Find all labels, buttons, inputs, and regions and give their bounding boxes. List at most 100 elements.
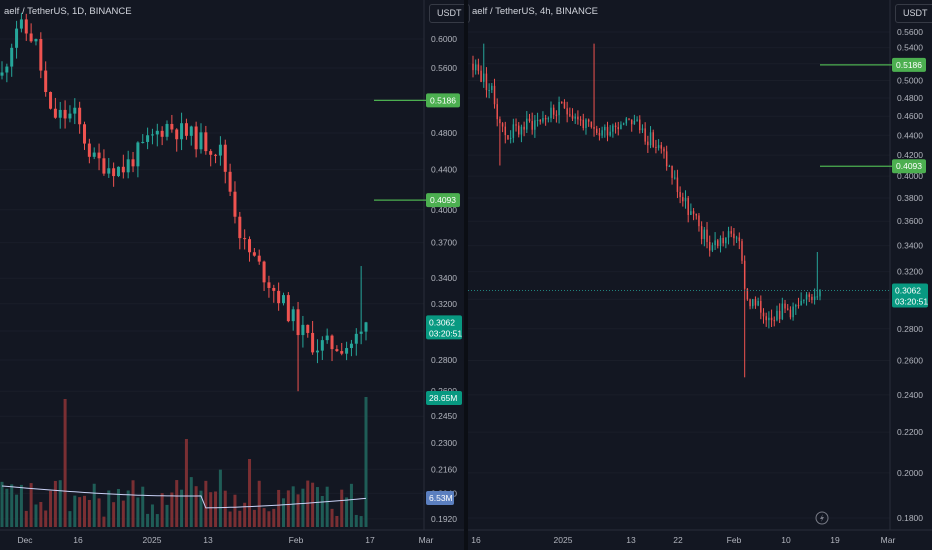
candle (15, 28, 19, 48)
candle (483, 73, 485, 82)
currency-button[interactable]: USDT (429, 4, 470, 23)
candle (536, 119, 539, 121)
volume-bar (87, 499, 91, 527)
price-tick-label: 0.2800 (431, 355, 457, 365)
candle (146, 135, 150, 142)
candle (68, 113, 72, 119)
candle (121, 166, 125, 173)
candle (819, 290, 821, 297)
price-tick-label: 0.2450 (431, 411, 457, 421)
volume-bar (267, 511, 271, 527)
candle (520, 126, 523, 135)
candle (218, 144, 222, 156)
volume-bar (349, 483, 353, 527)
volume-bar (155, 514, 159, 527)
candle (19, 19, 23, 29)
volume-bar (223, 490, 227, 527)
candle (652, 132, 654, 147)
candle (34, 39, 38, 42)
price-tick-label: 0.1800 (897, 513, 923, 523)
volume-bar (83, 495, 87, 527)
candle (792, 306, 794, 318)
candle (10, 47, 14, 67)
candle (762, 312, 765, 317)
candle (722, 237, 724, 244)
candle (320, 340, 324, 351)
candle (684, 197, 687, 202)
volume-bar (296, 494, 300, 527)
candle (730, 231, 732, 234)
volume-bar (238, 510, 242, 527)
volume-bar (199, 490, 203, 527)
candle (364, 322, 368, 332)
volume-bar (44, 510, 48, 527)
candle (291, 309, 295, 322)
candle (547, 118, 550, 120)
candle (233, 191, 237, 217)
candle (509, 137, 512, 140)
volume-bar (189, 477, 193, 527)
price-badge-value: 0.3062 (429, 317, 455, 327)
volume-bar (291, 486, 295, 527)
volume-ma-badge-value: 6.53M (429, 493, 453, 503)
chart-panel-4h[interactable]: 0.56000.54000.52000.50000.48000.46000.44… (468, 0, 932, 550)
candle (752, 299, 754, 307)
volume-bar (262, 508, 266, 527)
candle (606, 126, 609, 136)
candle (189, 126, 193, 136)
volume-bar (131, 480, 135, 527)
volume-bar (34, 504, 38, 527)
volume-bar (170, 492, 174, 527)
currency-button[interactable]: USDT (895, 4, 932, 23)
lightning-glyph (820, 514, 824, 522)
chart-panel-daily[interactable]: 0.60000.56000.52000.48000.44000.40000.37… (0, 0, 470, 550)
volume-bar (141, 486, 145, 527)
volume-bar (301, 488, 305, 527)
candle (558, 101, 560, 116)
4h-chart-svg[interactable]: 0.56000.54000.52000.50000.48000.46000.44… (468, 0, 932, 550)
volume-bar (73, 495, 77, 527)
candle (252, 252, 256, 256)
candle (496, 104, 498, 120)
volume-bar (116, 488, 120, 527)
price-badge (426, 315, 462, 340)
time-tick-label: 16 (73, 535, 83, 545)
volume-bar (39, 501, 43, 527)
candle (566, 108, 568, 115)
candle (803, 299, 805, 301)
candle (141, 141, 145, 143)
daily-chart-svg[interactable]: 0.60000.56000.52000.48000.44000.40000.37… (0, 0, 464, 550)
candle (800, 300, 802, 306)
candle (714, 240, 716, 246)
candle (781, 303, 784, 320)
candle (354, 333, 358, 344)
panel-divider[interactable] (464, 0, 468, 550)
candle (682, 197, 684, 202)
candle (325, 335, 329, 341)
candle (717, 240, 719, 247)
time-tick-label: 13 (626, 535, 636, 545)
chart-title: aelf / TetherUS, 1D, BINANCE (4, 6, 132, 17)
price-tick-label: 0.1920 (431, 514, 457, 524)
price-tick-label: 0.5600 (897, 27, 923, 37)
candle (770, 317, 773, 321)
volume-bar (102, 516, 106, 527)
candle (625, 118, 628, 124)
volume-bar (364, 397, 368, 527)
volume-bar (92, 483, 96, 527)
volume-bar (97, 498, 101, 527)
candle (808, 294, 810, 297)
candle (630, 119, 633, 125)
candle (175, 129, 179, 140)
candle (228, 171, 232, 192)
price-tick-label: 0.4800 (897, 93, 923, 103)
volume-bar (228, 511, 232, 527)
candle (474, 64, 477, 71)
candle (768, 317, 770, 321)
volume-bar (10, 484, 14, 527)
countdown-timer: 03:20:51 (895, 297, 928, 307)
price-tick-label: 0.3800 (897, 193, 923, 203)
candle (593, 127, 595, 129)
price-tick-label: 0.2400 (897, 390, 923, 400)
time-tick-label: 16 (471, 535, 481, 545)
